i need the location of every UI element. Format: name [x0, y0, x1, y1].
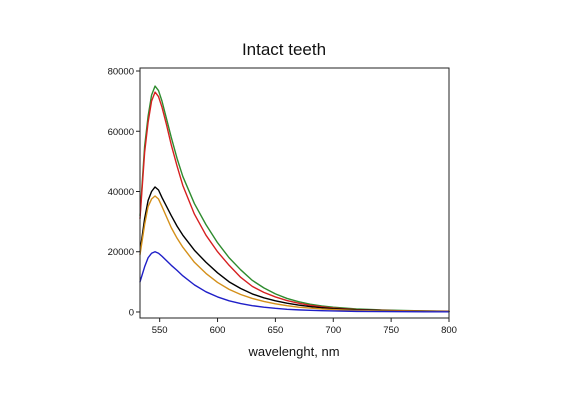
y-tick-label: 40000 [108, 187, 134, 198]
x-tick-label: 700 [325, 325, 341, 336]
x-axis-label: wavelenght, nm [247, 344, 339, 359]
series-layer [139, 85, 450, 313]
series-line-5 [139, 251, 450, 313]
series-line-3 [139, 186, 450, 313]
x-tick-label: 650 [267, 325, 283, 336]
y-tick-label: 20000 [108, 247, 134, 258]
y-tick-label: 0 [129, 307, 134, 318]
series-line-1 [139, 85, 450, 312]
y-tick-label: 80000 [108, 67, 134, 78]
x-tick-label: 600 [210, 325, 226, 336]
y-tick-label: 60000 [108, 127, 134, 138]
x-axis: 550 600 650 700 750 800 [152, 318, 457, 336]
x-tick-label: 800 [441, 325, 457, 336]
y-axis: 0 20000 40000 60000 80000 [108, 67, 140, 318]
x-tick-label: 550 [152, 325, 168, 336]
plot-frame [139, 67, 450, 319]
x-tick-label: 750 [383, 325, 399, 336]
chart-title: Intact teeth [242, 40, 326, 59]
series-line-4 [139, 195, 450, 313]
